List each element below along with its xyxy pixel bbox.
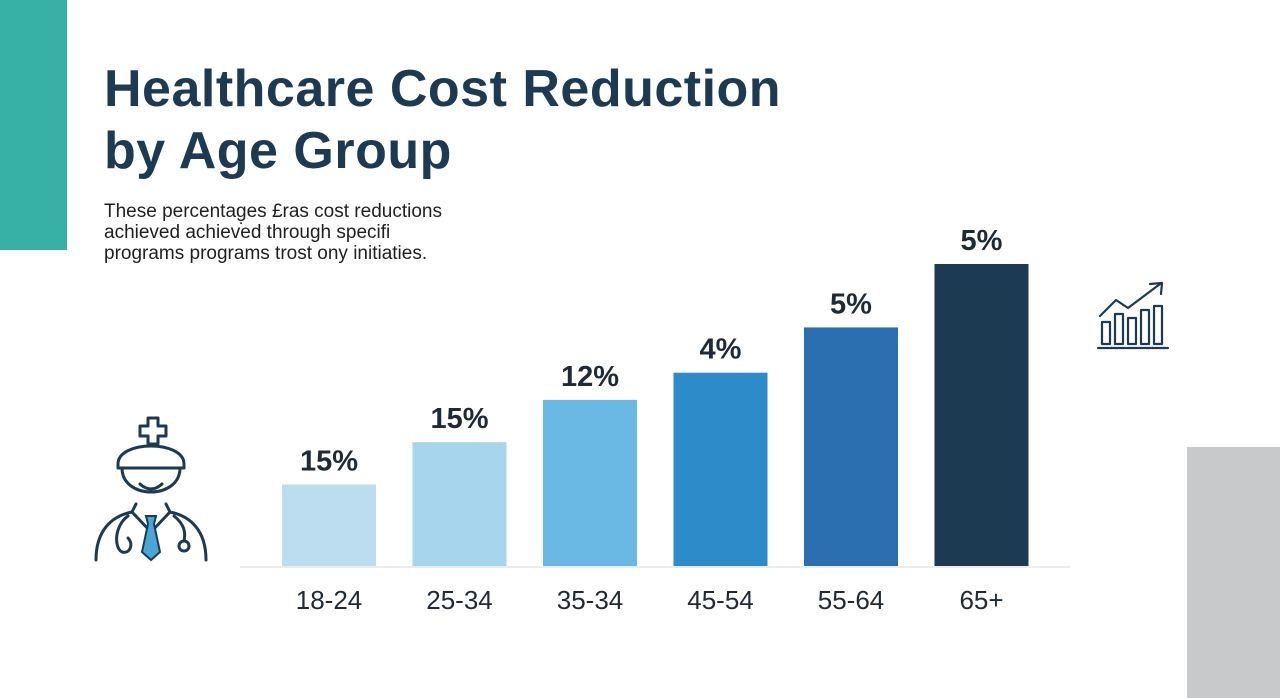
data-label-35-34: 12% — [561, 361, 619, 393]
subtitle-line-1: These percentag̣es £ras cost reductions — [104, 201, 442, 222]
left-accent-block — [0, 0, 67, 250]
x-tick-label-25-34: 25-34 — [426, 585, 493, 615]
title-line-2: by Age Group — [104, 122, 452, 180]
x-tick-label-35-34: 35-34 — [557, 585, 624, 615]
stethoscope — [115, 514, 133, 554]
doctor-icon — [94, 416, 208, 562]
bar-35-34 — [543, 399, 637, 566]
x-tick-label-45-54: 45-54 — [687, 585, 754, 615]
data-label-65+: 5% — [961, 225, 1003, 257]
bar-55-64 — [804, 327, 898, 566]
doctor-smile — [138, 482, 164, 491]
bar-45-54 — [673, 372, 768, 566]
x-tick-label-18-24: 18-24 — [296, 585, 363, 615]
medical-cross — [138, 416, 168, 446]
data-label-45-54: 4% — [700, 334, 742, 366]
doctor-cap — [116, 444, 186, 470]
subtitle-line-3: programs programs trost ony initiaties. — [104, 243, 428, 264]
title-line-1: Healthcare Cost Reduction — [104, 60, 782, 118]
data-label-55-64: 5% — [830, 288, 872, 320]
bar-25-34 — [412, 442, 507, 566]
bar-18-24 — [282, 484, 376, 566]
x-tick-label-65+: 65+ — [959, 585, 1003, 615]
data-label-25-34: 15% — [430, 403, 488, 435]
page-title: Healthcare Cost Reduction by Age Group — [104, 58, 984, 182]
x-tick-label-55-64: 55-64 — [818, 585, 885, 615]
subtitle-line-2: achieved achieved through specifi — [104, 222, 391, 243]
data-label-18-24: 15% — [300, 445, 358, 477]
doctor-head — [120, 466, 182, 494]
doctor-tie — [140, 515, 162, 562]
subtitle: These percentag̣es £ras cost reductions … — [104, 201, 524, 264]
bar-65+ — [934, 264, 1029, 566]
growth-chart-icon — [1096, 281, 1170, 350]
right-accent-block — [1187, 447, 1280, 698]
